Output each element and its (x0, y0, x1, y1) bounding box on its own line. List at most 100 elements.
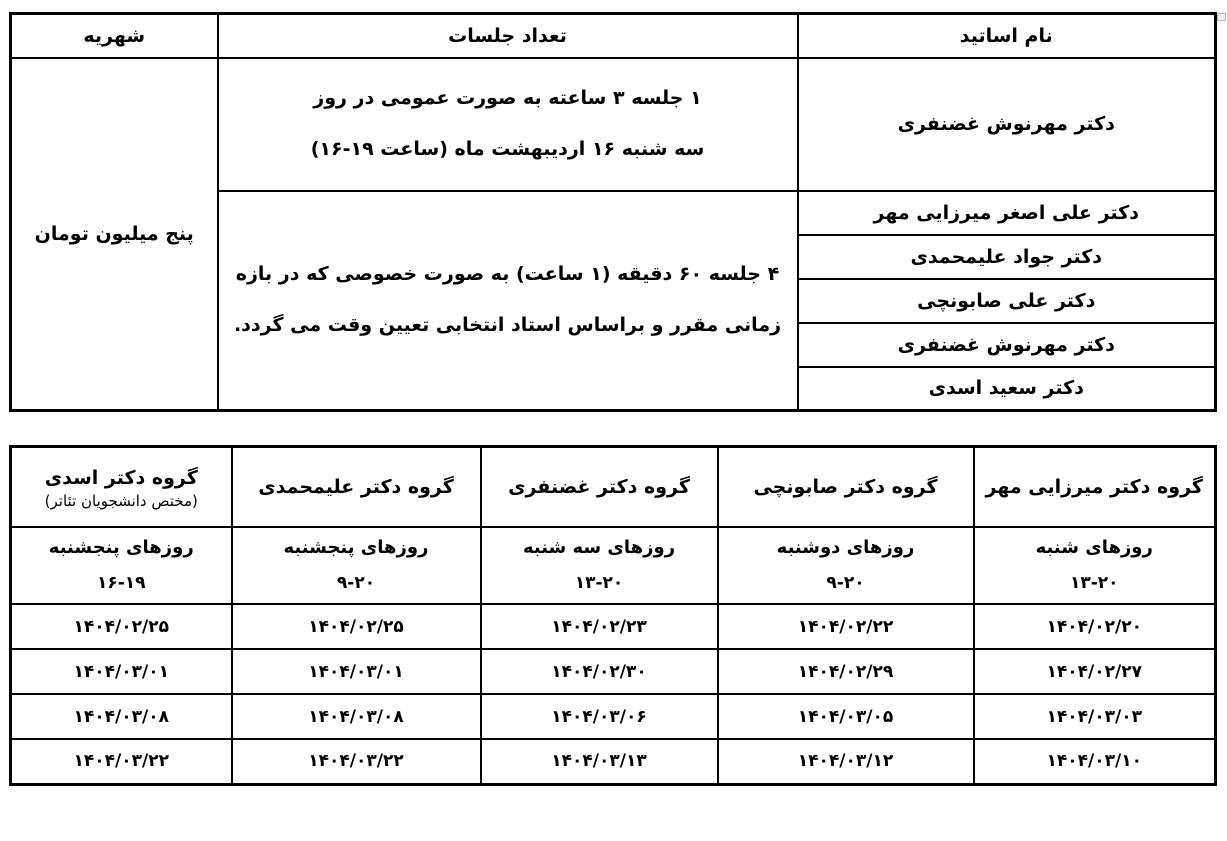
private-session-description: ۴ جلسه ۶۰ دقیقه (۱ ساعت) به صورت خصوصی ک… (216, 189, 799, 412)
date-value: ۱۴۰۴/۰۲/۳۰ (551, 661, 647, 682)
professor-name-ghazanfari-private: دکتر مهرنوش غضنفری (796, 321, 1217, 368)
session-date-row-3: ۱۴۰۴/۰۳/۰۳ ۱۴۰۴/۰۳/۰۵ ۱۴۰۴/۰۳/۰۶ ۱۴۰۴/۰۳… (9, 693, 1217, 741)
session-date: ۱۴۰۴/۰۲/۲۵ (230, 603, 482, 651)
time-value: ۹-۲۰ (826, 573, 865, 594)
session-date: ۱۴۰۴/۰۲/۲۵ (9, 603, 233, 651)
private-professor-row: دکتر علی اصغر میرزایی مهر ۴ جلسه ۶۰ دقیق… (11, 189, 1217, 412)
private-professor-row: دکتر مهرنوش غضنفری (11, 321, 1217, 368)
session-date: ۱۴۰۴/۰۳/۰۸ (230, 693, 482, 741)
day-label: روزهای دوشنبه (776, 536, 915, 558)
group-header-alimohammadi: گروه دکتر علیمحمدی (230, 445, 482, 528)
date-value: ۱۴۰۴/۰۲/۲۷ (1046, 661, 1142, 682)
time-value: ۱۳-۲۰ (1069, 573, 1119, 594)
group-title: گروه دکتر صابونچی (753, 475, 938, 498)
private-professor-row: دکتر جواد علیمحمدی (11, 233, 1217, 280)
session-date: ۱۴۰۴/۰۳/۰۸ (9, 693, 233, 741)
session-date: ۱۴۰۴/۰۲/۲۹ (716, 648, 975, 696)
course-info-table: نام اساتید تعداد جلسات شهریه دکتر مهرنوش… (9, 12, 1217, 412)
date-value: ۱۴۰۴/۰۳/۰۳ (1046, 706, 1142, 727)
session-date: ۱۴۰۴/۰۳/۱۰ (972, 738, 1217, 786)
session-date: ۱۴۰۴/۰۳/۰۳ (972, 693, 1217, 741)
session-date: ۱۴۰۴/۰۳/۲۲ (9, 738, 233, 786)
private-session-line1: ۴ جلسه ۶۰ دقیقه (۱ ساعت) به صورت خصوصی ک… (235, 262, 780, 285)
group-subtitle-theater-students: (مختص دانشجویان تئاتر) (44, 492, 198, 510)
private-professor-row: دکتر علی صابونچی (11, 277, 1217, 324)
date-value: ۱۴۰۴/۰۲/۲۲ (797, 616, 894, 637)
professor-name-sabounchi: دکتر علی صابونچی (796, 277, 1217, 324)
date-value: ۱۴۰۴/۰۲/۲۵ (73, 616, 169, 637)
general-session-row: دکتر مهرنوش غضنفری ۱ جلسه ۳ ساعته به صور… (9, 56, 1217, 412)
day-label: روزهای پنجشنبه (283, 536, 429, 558)
date-value: ۱۴۰۴/۰۳/۱۳ (551, 751, 647, 772)
date-value: ۱۴۰۴/۰۳/۲۲ (73, 751, 169, 772)
group-title: گروه دکتر غضنفری (508, 475, 690, 498)
day-time-alimohammadi: روزهای پنجشنبه ۹-۲۰ (230, 525, 482, 606)
private-professor-row: دکتر سعید اسدی (11, 365, 1217, 412)
day-label: روزهای شنبه (1035, 536, 1153, 558)
session-date: ۱۴۰۴/۰۲/۲۷ (972, 648, 1217, 696)
day-time-asadi: روزهای پنجشنبه ۱۶-۱۹ (9, 525, 233, 606)
date-value: ۱۴۰۴/۰۳/۱۲ (797, 751, 894, 772)
date-value: ۱۴۰۴/۰۳/۱۰ (1046, 751, 1142, 772)
group-header-row: گروه دکتر میرزایی مهر گروه دکتر صابونچی … (9, 445, 1217, 528)
time-range: ۱۳-۲۰ (488, 566, 711, 601)
date-value: ۱۴۰۴/۰۲/۲۰ (1046, 616, 1142, 637)
general-session-line1: ۱ جلسه ۳ ساعته به صورت عمومی در روز (313, 86, 702, 109)
session-date: ۱۴۰۴/۰۲/۳۰ (479, 648, 719, 696)
date-value: ۱۴۰۴/۰۲/۲۳ (551, 616, 647, 637)
scrollbar-corner-artifact (1217, 13, 1226, 21)
header-tuition: شهریه (9, 12, 219, 59)
group-title: گروه دکتر اسدی (44, 466, 198, 489)
group-header-ghazanfari: گروه دکتر غضنفری (479, 445, 719, 528)
session-date: ۱۴۰۴/۰۳/۰۱ (230, 648, 482, 696)
day-time-mirzaei-mehr: روزهای شنبه ۱۳-۲۰ (972, 525, 1217, 606)
date-value: ۱۴۰۴/۰۳/۰۱ (308, 661, 404, 682)
time-range: ۱۶-۱۹ (18, 566, 225, 601)
date-value: ۱۴۰۴/۰۳/۰۱ (73, 661, 169, 682)
session-date: ۱۴۰۴/۰۲/۲۳ (479, 603, 719, 651)
tuition-value: پنج میلیون تومان (9, 56, 219, 412)
general-session-line2: سه شنبه ۱۶ اردیبهشت ماه (ساعت ۱۹-۱۶) (310, 138, 705, 160)
day-label: روزهای سه شنبه (522, 536, 676, 558)
header-professors: نام اساتید (796, 12, 1217, 59)
session-date: ۱۴۰۴/۰۳/۱۳ (479, 738, 719, 786)
day-time-ghazanfari: روزهای سه شنبه ۱۳-۲۰ (479, 525, 719, 606)
private-session-line2: زمانی مقرر و براساس استاد انتخابی تعیین … (233, 314, 782, 337)
time-value: ۱۳-۲۰ (574, 573, 624, 594)
date-value: ۱۴۰۴/۰۳/۰۸ (308, 706, 404, 727)
table-header-row: نام اساتید تعداد جلسات شهریه (9, 12, 1217, 59)
professor-name-mirzaei-mehr: دکتر علی اصغر میرزایی مهر (796, 189, 1217, 236)
time-range: ۹-۲۰ (239, 566, 474, 601)
group-schedule-table: گروه دکتر میرزایی مهر گروه دکتر صابونچی … (9, 445, 1217, 786)
date-value: ۱۴۰۴/۰۳/۰۵ (797, 706, 894, 727)
group-header-asadi: گروه دکتر اسدی (مختص دانشجویان تئاتر) (9, 445, 233, 528)
session-date: ۱۴۰۴/۰۳/۲۲ (230, 738, 482, 786)
session-date: ۱۴۰۴/۰۲/۲۰ (972, 603, 1217, 651)
group-title: گروه دکتر علیمحمدی (258, 475, 454, 498)
table-gap (0, 412, 1227, 445)
time-range: ۱۳-۲۰ (981, 566, 1209, 601)
session-date-row-2: ۱۴۰۴/۰۲/۲۷ ۱۴۰۴/۰۲/۲۹ ۱۴۰۴/۰۲/۳۰ ۱۴۰۴/۰۳… (9, 648, 1217, 696)
document-page: نام اساتید تعداد جلسات شهریه دکتر مهرنوش… (0, 12, 1227, 841)
time-value: ۱۶-۱۹ (96, 573, 146, 594)
session-date-row-4: ۱۴۰۴/۰۳/۱۰ ۱۴۰۴/۰۳/۱۲ ۱۴۰۴/۰۳/۱۳ ۱۴۰۴/۰۳… (9, 738, 1217, 786)
day-label: روزهای پنجشنبه (48, 536, 194, 558)
time-value: ۹-۲۰ (336, 573, 376, 594)
date-value: ۱۴۰۴/۰۳/۲۲ (308, 751, 404, 772)
date-value: ۱۴۰۴/۰۲/۲۹ (797, 661, 894, 682)
day-time-sabounchi: روزهای دوشنبه ۹-۲۰ (716, 525, 975, 606)
header-sessions: تعداد جلسات (216, 12, 799, 59)
professor-name-ghazanfari-general: دکتر مهرنوش غضنفری (796, 56, 1217, 192)
session-date: ۱۴۰۴/۰۲/۲۲ (716, 603, 975, 651)
session-date: ۱۴۰۴/۰۳/۰۵ (716, 693, 975, 741)
date-value: ۱۴۰۴/۰۳/۰۶ (551, 706, 647, 727)
session-date: ۱۴۰۴/۰۳/۱۲ (716, 738, 975, 786)
date-value: ۱۴۰۴/۰۲/۲۵ (308, 616, 404, 637)
day-time-row: روزهای شنبه ۱۳-۲۰ روزهای دوشنبه ۹-۲۰ روز… (9, 525, 1217, 606)
professor-name-asadi: دکتر سعید اسدی (796, 365, 1217, 412)
session-date-row-1: ۱۴۰۴/۰۲/۲۰ ۱۴۰۴/۰۲/۲۲ ۱۴۰۴/۰۲/۲۳ ۱۴۰۴/۰۲… (9, 603, 1217, 651)
general-session-description: ۱ جلسه ۳ ساعته به صورت عمومی در روز سه ش… (216, 56, 799, 192)
group-title: گروه دکتر میرزایی مهر (985, 475, 1203, 498)
time-range: ۹-۲۰ (725, 566, 967, 601)
date-value: ۱۴۰۴/۰۳/۰۸ (73, 706, 169, 727)
